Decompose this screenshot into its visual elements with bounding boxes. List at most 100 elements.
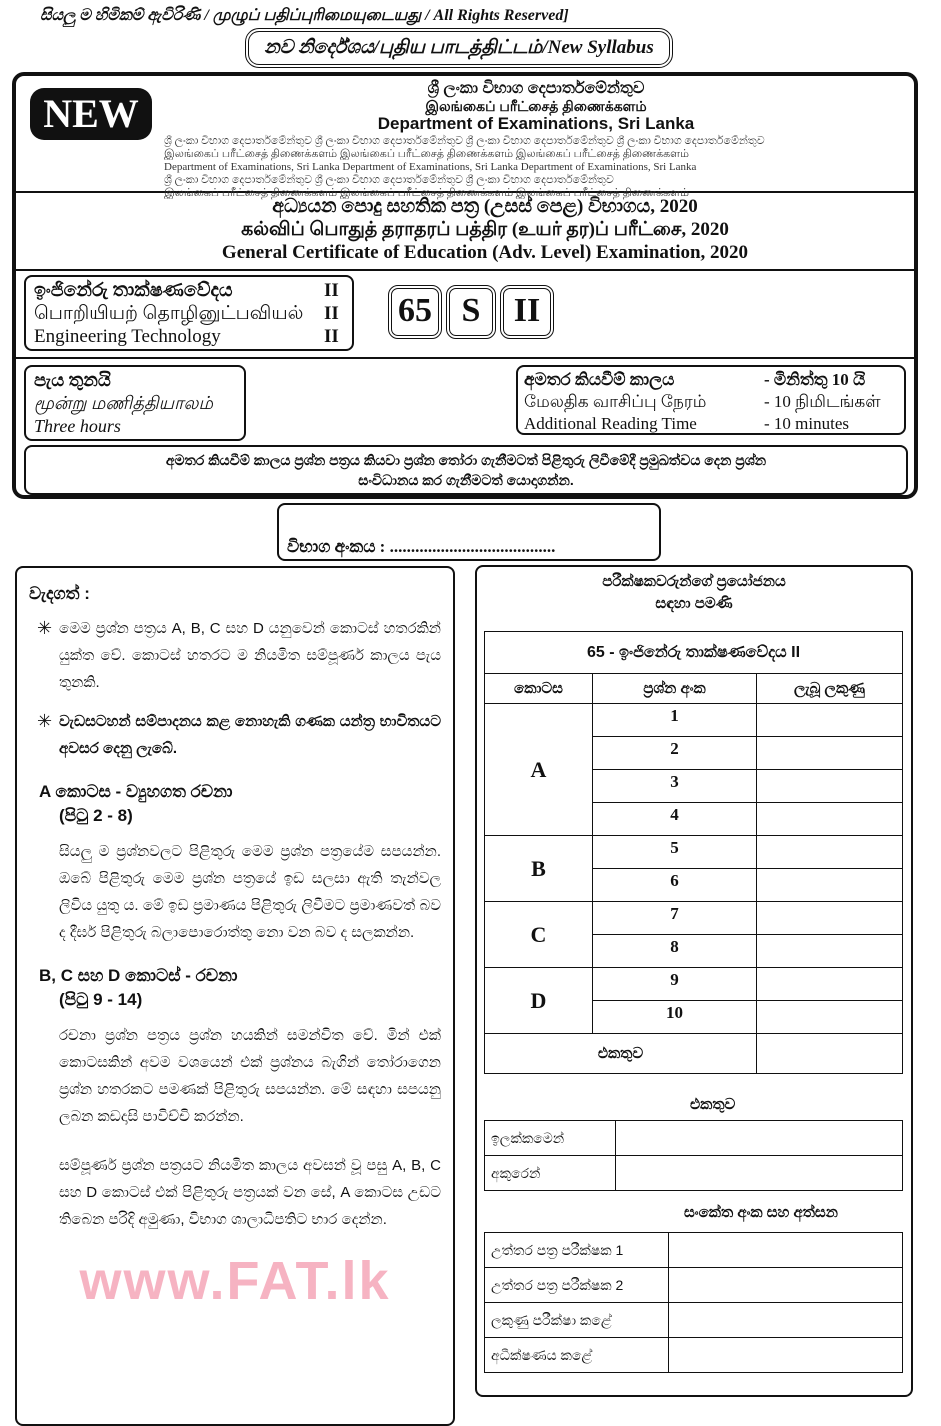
signature-cell[interactable] [668,1302,903,1338]
marks-cell[interactable] [756,868,903,902]
marks-cell[interactable] [756,1000,903,1034]
marks-cell[interactable] [756,835,903,869]
exam-title-en: General Certificate of Education (Adv. L… [221,242,749,263]
signature-label: උත්තර පත්‍ර පරීක්ෂක 2 [484,1267,669,1303]
duration-si: පැය තුනයි [34,370,111,390]
duration-box: පැය තුනයි மூன்று மணித்தியாலம் Three hour… [24,365,246,441]
signature-cell[interactable] [668,1232,903,1268]
marks-table: 65 - ඉංජිනේරු තාක්ෂණවේදය II කොටස ප්‍රශ්න… [484,631,903,1074]
reading-label-en: Additional Reading Time [524,414,697,433]
rights-notice: සියලු ම හිමිකම් ඇවිරිණි / முழுப் பதிப்பு… [40,7,569,24]
reading-note: අමතර කියවීම් කාලය ප්‍රශ්න පත්‍රය කියවා ප… [24,445,908,495]
subject-name-si: ඉංජිනේරු තාක්ෂණවේදය [34,280,233,301]
section-a-text: සියලු ම ප්‍රශ්නවලට පිළිතුරු මෙම ප්‍රශ්න … [59,843,441,941]
total-in-words-cell[interactable] [615,1155,903,1191]
instructions-box: වැදගත් : ✳ මෙම ප්‍රශ්න පත්‍රය A, B, C සහ … [15,566,455,1426]
column-header: කොටස [484,673,593,704]
signature-label: අධීක්ෂණය කළේ [484,1337,669,1373]
total-heading: එකතුව [690,1096,736,1113]
part-label: B [484,835,593,902]
reading-label-si: අමතර කියවීම් කාලය [524,370,675,389]
part-label: A [484,703,593,836]
question-number: 3 [592,769,757,803]
signature-label: උත්තර පත්‍ර පරීක්ෂක 1 [484,1232,669,1268]
department-title-ta: இலங்கைப் பரீட்சைத் திணைக்களம் [425,98,647,114]
subject-name-en: Engineering Technology [34,326,221,347]
banner-line: ශ්‍රී ලංකා විභාග දෙපාර්තමේන්තුව ශ්‍රී ලං… [164,135,765,147]
new-badge: NEW [30,88,152,140]
total-in-figures-cell[interactable] [615,1120,903,1156]
banner-content: ශ්‍රී ලංකා විභාග දෙපාර්තමේන්තුව இலங்கைப்… [164,80,908,200]
total-in-words-label: අකුරෙන් [484,1155,616,1191]
divider [16,357,914,359]
total-table: ඉලක්කමෙන් අකුරෙන් [484,1120,903,1191]
signature-cell[interactable] [668,1267,903,1303]
banner-line: இலங்கைப் பரீட்சைத் திணைக்களம் இலங்கைப் ப… [164,187,689,199]
question-number: 4 [592,802,757,836]
banner-line: Department of Examinations, Sri Lanka De… [164,161,697,173]
question-number: 6 [592,868,757,902]
section-a-title: A කොටස - ව්‍යුහගත රචනා [39,782,233,801]
examiner-heading: පරීක්ෂකවරුන්ගේ ප්‍රයෝජනය [602,573,786,590]
marks-cell[interactable] [756,934,903,968]
section-bcd-text: රචනා ප්‍රශ්න පත්‍රය ප්‍රශ්න හයකින් සමන්ව… [59,1027,441,1125]
new-syllabus-label: නව නිර්දේශය/புதிய பாடத்திட்டம்/New Sylla… [245,28,673,68]
section-bcd-pages: (පිටු 9 - 14) [59,990,143,1009]
asterisk-icon: ✳ [37,618,53,638]
department-banner: NEW ශ්‍රී ලංකා විභාග දෙපාර්තමේන්තුව இலங்… [16,76,914,199]
question-number: 5 [592,835,757,869]
banner-background-text: ශ්‍රී ලංකා විභාග දෙපාර්තමේන්තුව ශ්‍රී ලං… [164,135,908,200]
question-number: 9 [592,967,757,1001]
marks-cell[interactable] [756,802,903,836]
signature-heading: සංකේත අංක සහ අත්සන [684,1204,838,1221]
signature-table: උත්තර පත්‍ර පරීක්ෂක 1 උත්තර පත්‍ර පරීක්ෂ… [484,1232,903,1373]
reading-note-line: අමතර කියවීම් කාලය ප්‍රශ්න පත්‍රය කියවා ප… [165,452,767,468]
instruction-bullet: මෙම ප්‍රශ්න පත්‍රය A, B, C සහ D යනුවෙන් … [59,620,441,691]
divider [16,269,914,271]
index-number-field[interactable]: විභාග අංකය : ...........................… [277,503,661,561]
duration-ta: மூன்று மணித்தியாலம் [34,393,213,413]
examiner-use-box: පරීක්ෂකවරුන්ගේ ප්‍රයෝජනය සඳහා පමණි [475,565,913,1397]
marks-cell[interactable] [756,769,903,803]
instructions-heading: වැදගත් : [29,584,90,603]
marks-cell[interactable] [756,901,903,935]
question-number: 2 [592,736,757,770]
stream-code: S [446,285,496,339]
part-label: D [484,967,593,1034]
total-label: එකතුව [484,1033,757,1074]
section-bcd-title: B, C සහ D කොටස් - රචනා [39,966,238,985]
exam-title-si: අධ්‍යයන පොදු සහතික පත්‍ර (උසස් පෙළ) විභා… [272,196,698,217]
final-instruction: සම්පූර්ණ ප්‍රශ්න පත්‍රයට නියමිත කාලය අවස… [59,1157,441,1228]
banner-line: இலங்கைப் பரீட்சைத் திணைக்களம் இலங்கைப் ப… [164,148,689,160]
marks-cell[interactable] [756,967,903,1001]
subject-box: ඉංජිනේරු තාක්ෂණවේදය II பொறியியற் தொழினுட்… [24,275,354,351]
reading-value-en: - 10 minutes [764,414,849,433]
paper-number: II [324,280,339,301]
part-label: C [484,901,593,968]
marks-cell[interactable] [756,736,903,770]
reading-note-line: සංවිධානය කර ගැනීමටත් යොදාගන්න. [358,472,574,488]
instruction-bullet: වැඩසටහන් සම්පාදනය කළ නොහැකි ගණක යන්ත්‍ර … [59,713,441,757]
exam-header: NEW ශ්‍රී ලංකා විභාග දෙපාර්තමේන්තුව இலங்… [12,72,918,499]
question-number: 7 [592,901,757,935]
paper-code: II [500,285,554,339]
reading-time-box: අමතර කියවීම් කාලය - මිනිත්තු 10 යි மேலதிக… [516,365,906,435]
marks-cell[interactable] [756,703,903,737]
signature-label: ලකුණු පරීක්ෂා කළේ [484,1302,669,1338]
reading-value-ta: - 10 நிமிடங்கள் [764,392,881,411]
exam-title-ta: கல்விப் பொதுத் தராதரப் பத்திர (உயர் தர)ப… [241,219,729,240]
department-title-si: ශ්‍රී ලංකා විභාග දෙපාර්තමේන්තුව [427,80,645,97]
examiner-heading-2: සඳහා පමණි [655,595,733,612]
question-number: 1 [592,703,757,737]
duration-en: Three hours [34,416,121,436]
marks-table-title: 65 - ඉංජිනේරු තාක්ෂණවේදය II [484,631,903,674]
total-marks-cell[interactable] [756,1033,903,1074]
column-header: ලැබූ ලකුණු [756,673,903,704]
reading-label-ta: மேலதிக வாசிப்பு நேரம் [524,392,707,411]
section-a-pages: (පිටු 2 - 8) [59,806,133,825]
watermark: www.FAT.lk [79,1251,391,1311]
paper-number: II [324,303,339,324]
signature-cell[interactable] [668,1337,903,1373]
subject-name-ta: பொறியியற் தொழினுட்பவியல் [34,303,304,324]
reading-value-si: - මිනිත්තු 10 යි [764,370,866,389]
